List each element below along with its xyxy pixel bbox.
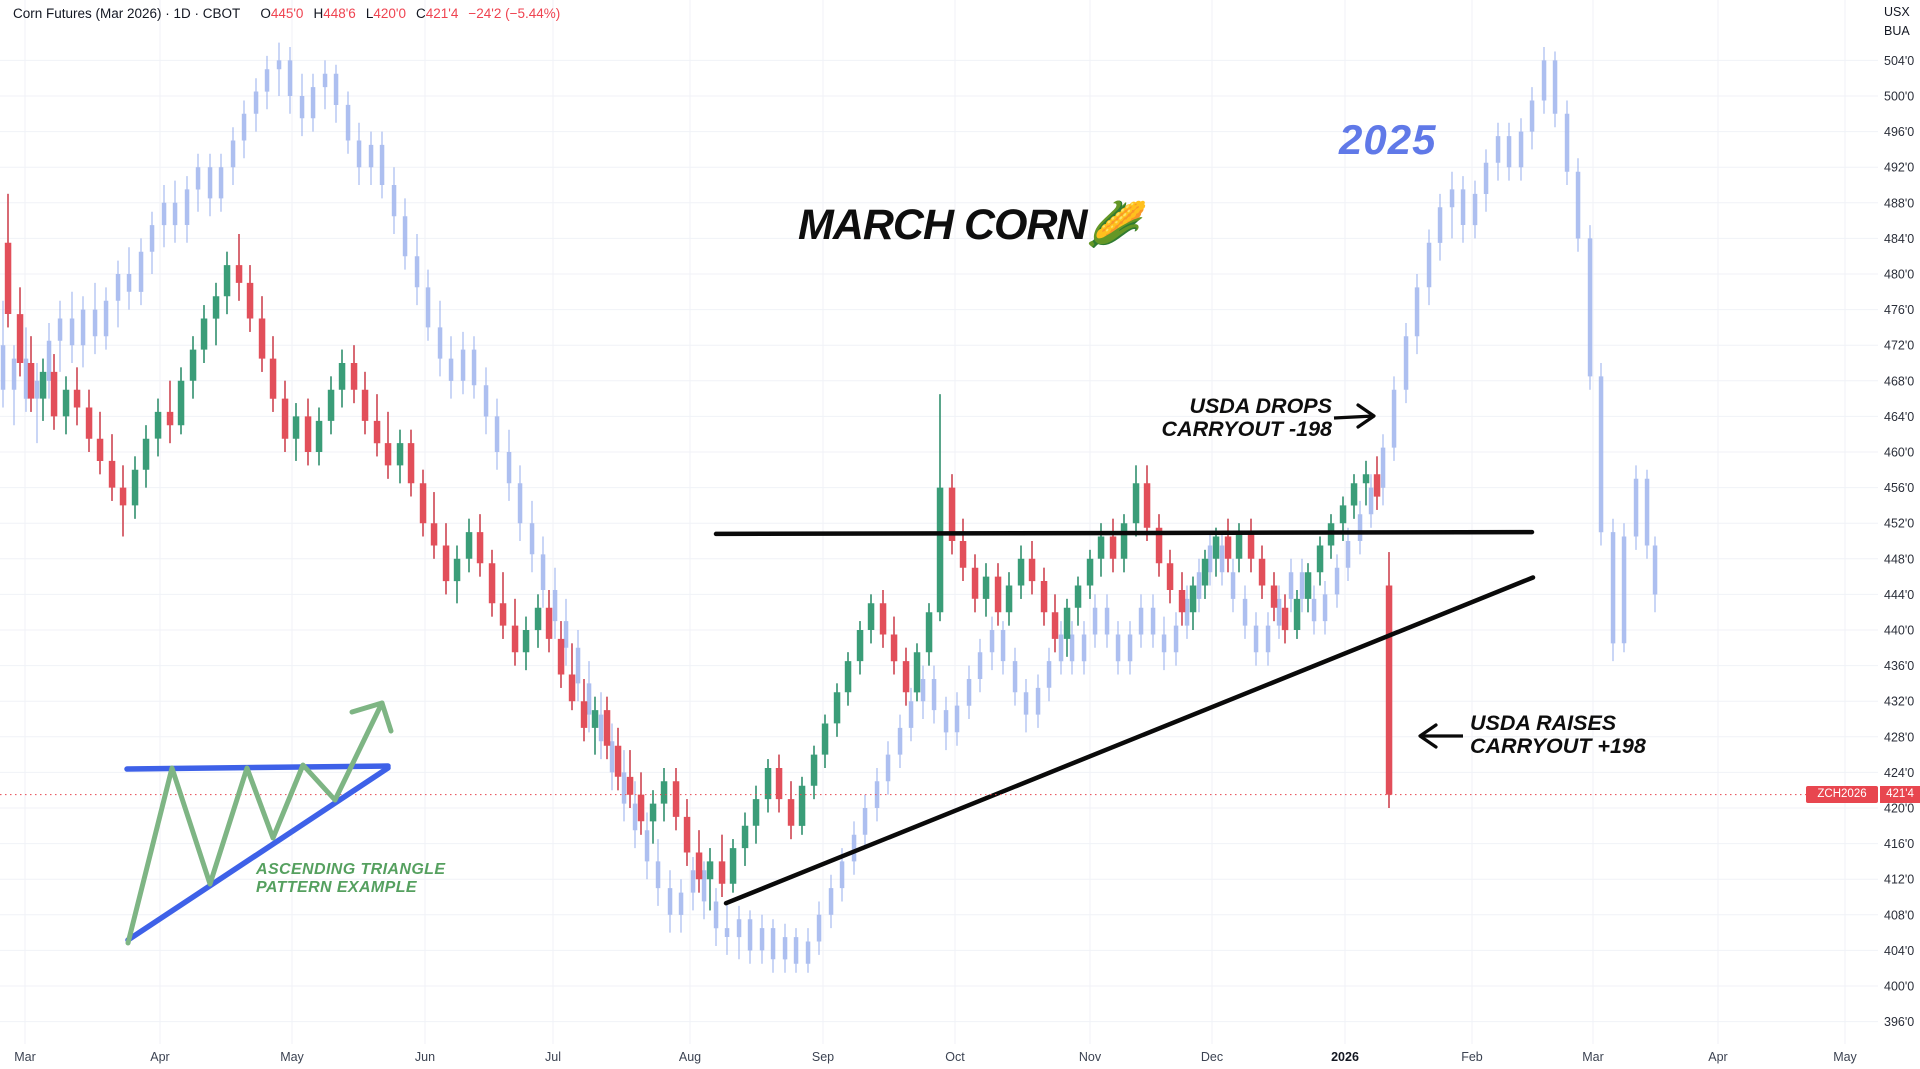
price-axis-label: 428'0 bbox=[1884, 730, 1914, 744]
time-axis-label: Aug bbox=[679, 1050, 701, 1064]
usda-drops-line2: CARRYOUT -198 bbox=[1161, 417, 1332, 441]
price-axis-label: 500'0 bbox=[1884, 90, 1914, 104]
usda-drops-arrow-shaft bbox=[1333, 414, 1375, 420]
symbol-header[interactable]: Corn Futures (Mar 2026) · 1D · CBOT O445'… bbox=[13, 6, 560, 21]
time-axis-label: Mar bbox=[14, 1050, 36, 1064]
price-axis-label: 444'0 bbox=[1884, 588, 1914, 602]
price-axis-label: 448'0 bbox=[1884, 552, 1914, 566]
down-candle-bodies bbox=[4, 242, 1393, 884]
usda-raises-line2: CARRYOUT +198 bbox=[1470, 734, 1646, 758]
price-axis-label: 412'0 bbox=[1884, 873, 1914, 887]
usda-raises-arrow-head bbox=[1418, 723, 1438, 749]
time-axis-label: Apr bbox=[150, 1050, 169, 1064]
time-axis-label: Mar bbox=[1582, 1050, 1604, 1064]
close-label: C bbox=[415, 6, 426, 21]
year-2025-annotation: 2025 bbox=[1339, 116, 1437, 163]
usda-drops-arrow-head bbox=[1356, 403, 1376, 429]
high-value: 448'6 bbox=[323, 6, 356, 21]
price-axis-label: 484'0 bbox=[1884, 232, 1914, 246]
price-axis-label: 464'0 bbox=[1884, 410, 1914, 424]
usda-raises-line1: USDA RAISES bbox=[1470, 711, 1617, 735]
price-axis-label: 420'0 bbox=[1884, 802, 1914, 816]
usda-drops-line1: USDA DROPS bbox=[1189, 394, 1332, 418]
series-zch2026 bbox=[4, 193, 1393, 911]
price-axis-label: 488'0 bbox=[1884, 196, 1914, 210]
triangle-pattern-label-line2: PATTERN EXAMPLE bbox=[256, 879, 417, 896]
change-value: −24'2 (−5.44%) bbox=[468, 6, 561, 21]
price-axis-label: 460'0 bbox=[1884, 446, 1914, 460]
time-axis-panel[interactable] bbox=[0, 1044, 1920, 1069]
up-candle-bodies bbox=[11, 60, 1639, 964]
price-axis-label: 400'0 bbox=[1884, 980, 1914, 994]
time-axis-label: May bbox=[280, 1050, 304, 1064]
price-axis-unit-bottom: BUA bbox=[1884, 24, 1910, 38]
price-axis-label: 472'0 bbox=[1884, 339, 1914, 353]
time-axis-label: Jun bbox=[415, 1050, 435, 1064]
high-label: H bbox=[313, 6, 324, 21]
usda-drops-arrow bbox=[1333, 403, 1376, 429]
price-axis-label: 456'0 bbox=[1884, 481, 1914, 495]
time-axis-label: Oct bbox=[945, 1050, 965, 1064]
time-axis-label: Dec bbox=[1201, 1050, 1223, 1064]
series-overlay-2025 bbox=[0, 42, 1658, 973]
price-axis-label: 432'0 bbox=[1884, 695, 1914, 709]
example-support-line[interactable] bbox=[125, 765, 391, 943]
time-axis-label: 2026 bbox=[1331, 1050, 1359, 1064]
open-label: O bbox=[260, 6, 271, 21]
price-axis-label: 408'0 bbox=[1884, 908, 1914, 922]
price-axis-label: 424'0 bbox=[1884, 766, 1914, 780]
symbol-title[interactable]: Corn Futures (Mar 2026) · 1D · CBOT bbox=[13, 6, 241, 21]
price-axis-label: 436'0 bbox=[1884, 659, 1914, 673]
chart-title-annotation: MARCH CORN🌽 bbox=[798, 201, 1140, 249]
triangle-pattern-label-line1: ASCENDING TRIANGLE bbox=[256, 861, 446, 878]
time-axis-label: Apr bbox=[1708, 1050, 1727, 1064]
ascending-support-trendline[interactable] bbox=[723, 575, 1536, 906]
price-axis-label: 404'0 bbox=[1884, 944, 1914, 958]
open-value: 445'0 bbox=[270, 6, 304, 21]
price-axis-label: 504'0 bbox=[1884, 54, 1914, 68]
usda-raises-arrow bbox=[1418, 723, 1463, 749]
time-axis-label: Feb bbox=[1461, 1050, 1483, 1064]
time-axis-label: Jul bbox=[545, 1050, 561, 1064]
triangle-pattern-label: ASCENDING TRIANGLE PATTERN EXAMPLE bbox=[256, 861, 445, 897]
last-price-axis-badge: 421'4 bbox=[1880, 786, 1920, 804]
price-axis-label: 440'0 bbox=[1884, 624, 1914, 638]
close-value: 421'4 bbox=[425, 6, 459, 21]
price-axis-label: 492'0 bbox=[1884, 161, 1914, 175]
candle-wicks bbox=[2, 42, 1656, 973]
example-zigzag-path[interactable] bbox=[125, 700, 385, 946]
low-value: 420'0 bbox=[373, 6, 406, 21]
resistance-trendline[interactable] bbox=[713, 529, 1535, 537]
time-axis-label: Nov bbox=[1079, 1050, 1102, 1064]
usda-drops-annotation: USDA DROPS CARRYOUT -198 bbox=[1032, 395, 1332, 441]
price-axis-label: 416'0 bbox=[1884, 837, 1914, 851]
example-arrowhead bbox=[349, 700, 394, 734]
low-label: L bbox=[365, 6, 374, 21]
time-axis-label: May bbox=[1833, 1050, 1857, 1064]
price-axis-label: 480'0 bbox=[1884, 268, 1914, 282]
usda-raises-annotation: USDA RAISES CARRYOUT +198 bbox=[1470, 712, 1646, 758]
time-axis-label: Sep bbox=[812, 1050, 834, 1064]
price-axis-label: 468'0 bbox=[1884, 374, 1914, 388]
price-axis-unit-top: USX bbox=[1884, 5, 1910, 19]
price-axis-label: 476'0 bbox=[1884, 303, 1914, 317]
price-axis-label: 496'0 bbox=[1884, 125, 1914, 139]
price-axis-label: 452'0 bbox=[1884, 517, 1914, 531]
price-axis-label: 396'0 bbox=[1884, 1015, 1914, 1029]
price-axis-panel[interactable] bbox=[1878, 0, 1920, 1069]
symbol-price-flag[interactable]: ZCH2026 bbox=[1806, 786, 1878, 804]
down-candle-bodies bbox=[0, 60, 1658, 964]
